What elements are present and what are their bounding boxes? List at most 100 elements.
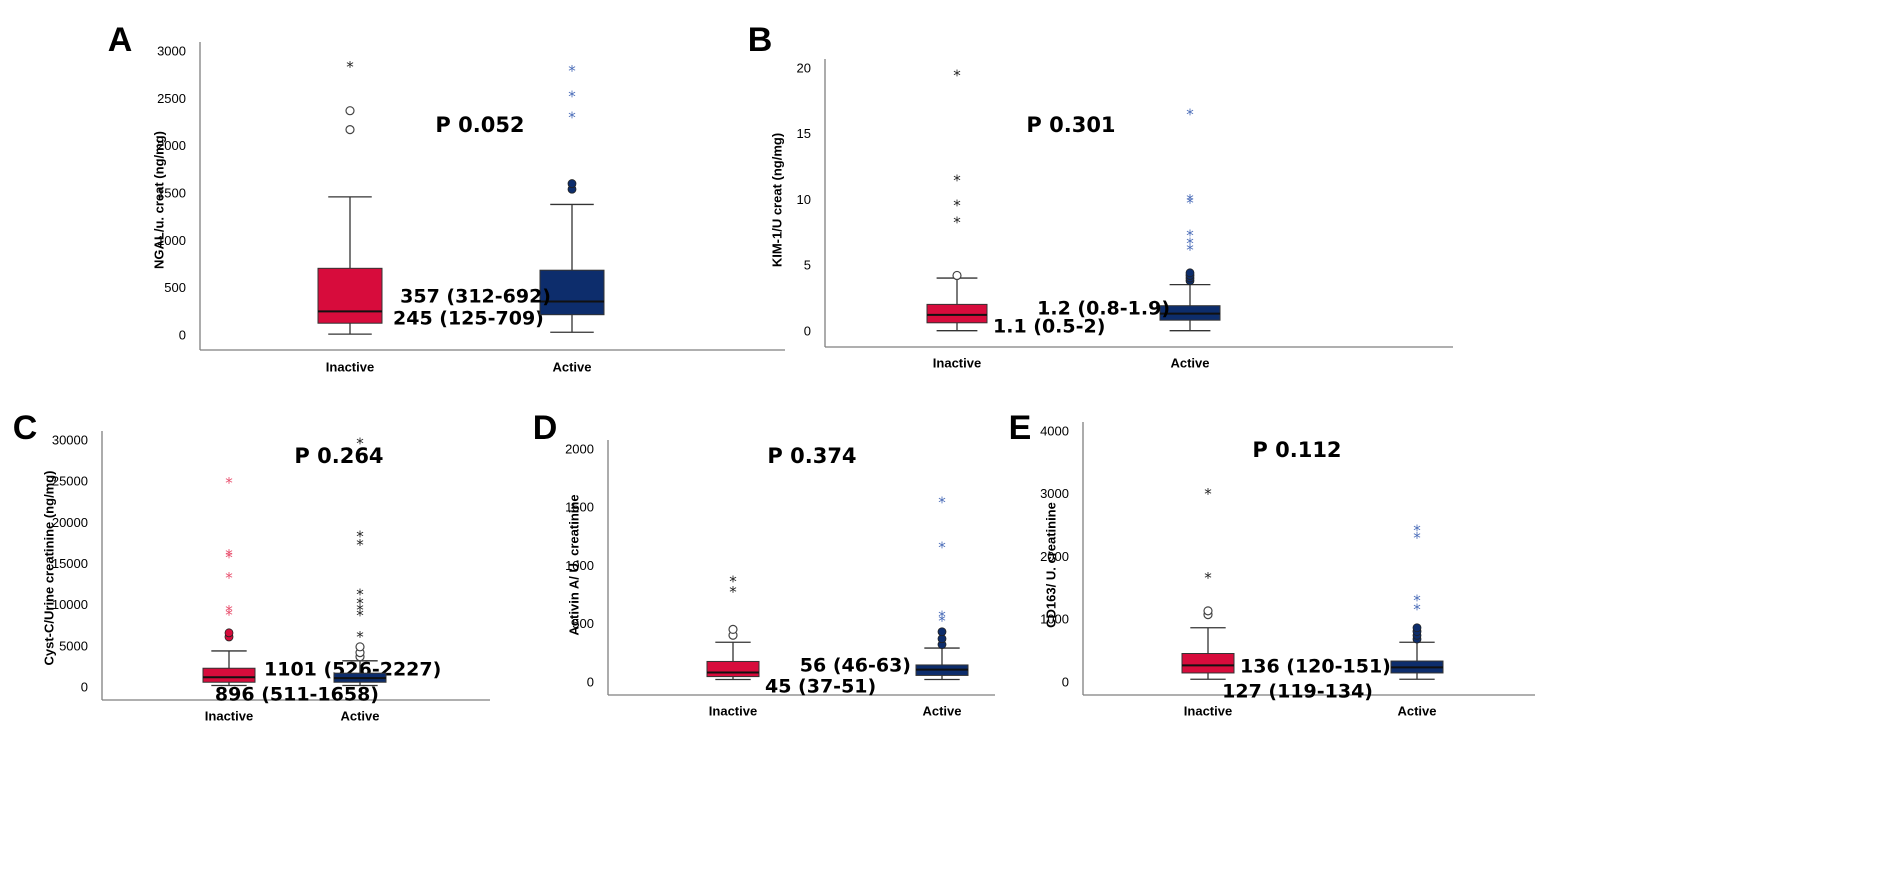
outlier-dot: [937, 627, 947, 637]
y-tick-label: 0: [587, 674, 594, 689]
iqr-box: [926, 303, 988, 324]
y-tick-label: 2000: [565, 441, 594, 456]
outlier-star: *: [568, 88, 576, 106]
iqr-box: [706, 660, 760, 678]
y-tick-label: 5: [804, 258, 811, 273]
y-tick-label: 0: [81, 679, 88, 694]
outlier-star: *: [225, 606, 233, 624]
outlier-dot: [567, 179, 577, 188]
panel-label: C: [13, 409, 38, 447]
p-value-label: P 0.052: [435, 113, 524, 137]
outlier-star: *: [1204, 569, 1212, 587]
y-axis-label: KIM-1/U creat (ng/mg): [769, 133, 784, 267]
y-tick-label: 25000: [52, 474, 88, 489]
x-category-label: Active: [552, 359, 591, 374]
panel-d: D 0 500 1000 1500 2000 Activin A/ U. creatinin…: [533, 409, 995, 718]
y-tick-label: 1000: [157, 233, 186, 248]
outlier-star: *: [225, 569, 233, 587]
outlier-dot: [1185, 268, 1195, 278]
panel-e: E 0 1000 2000 3000 4000 CD163/ U. creatinine In…: [1009, 409, 1535, 718]
outlier-star: *: [356, 628, 364, 646]
median-iqr-annotation: 896 (511-1658): [215, 684, 379, 706]
box-inactive: ****1.1 (0.5-2): [926, 66, 1105, 338]
x-category-label: Active: [1170, 355, 1209, 370]
box-active: * * * 357 (312-692): [400, 62, 605, 333]
outlier-circle: [355, 642, 365, 652]
outlier-star: *: [729, 583, 737, 601]
outlier-circle: [728, 624, 738, 635]
outlier-star: *: [1186, 227, 1194, 245]
outlier-star: *: [356, 536, 364, 554]
median-iqr-annotation: 56 (46-63): [800, 655, 911, 677]
panel-b: B 0 5 10 15 20 KIM-1/U creat (ng/mg) Inactive Ac…: [748, 21, 1453, 370]
y-tick-label: 15000: [52, 556, 88, 571]
x-category-label: Inactive: [933, 355, 981, 370]
y-tick-label: 1000: [1040, 612, 1069, 627]
outlier-star: *: [1413, 529, 1421, 547]
panel-label: A: [108, 21, 133, 59]
box-inactive: ******1101 (526-2227): [202, 474, 441, 687]
outlier-star: *: [1186, 191, 1194, 209]
outlier-star: *: [938, 539, 946, 557]
outlier-star: *: [1186, 106, 1194, 124]
outlier-star: *: [568, 108, 576, 126]
y-tick-label: 1500: [565, 500, 594, 515]
outlier-star: *: [356, 528, 364, 546]
y-tick-label: 500: [164, 280, 186, 295]
y-tick-label: 2000: [1040, 549, 1069, 564]
outlier-star: *: [1186, 194, 1194, 212]
median-iqr-annotation: 357 (312-692): [400, 286, 551, 308]
outlier-star: *: [225, 602, 233, 620]
y-tick-label: 3000: [1040, 486, 1069, 501]
outlier-star: *: [225, 548, 233, 566]
outlier-star: *: [1204, 485, 1212, 503]
panel-label: D: [533, 409, 558, 447]
outlier-dot: [1412, 623, 1422, 633]
outlier-star: *: [1413, 592, 1421, 610]
outlier-star: *: [346, 58, 354, 76]
outlier-star: *: [356, 435, 364, 453]
median-iqr-annotation: 1101 (526-2227): [264, 659, 441, 681]
outlier-circle: [952, 270, 962, 281]
box-active: ********896 (511-1658): [215, 435, 387, 706]
outlier-star: *: [568, 62, 576, 80]
outlier-star: *: [1413, 521, 1421, 539]
y-tick-label: 500: [572, 616, 594, 631]
p-value-label: P 0.374: [767, 444, 856, 468]
iqr-box: [1181, 653, 1235, 674]
outlier-circle: [1203, 606, 1213, 616]
box-inactive: ** 45 (37-51): [706, 572, 876, 698]
outlier-star: *: [1413, 600, 1421, 618]
outlier-star: *: [356, 585, 364, 603]
outlier-star: *: [938, 612, 946, 630]
y-tick-label: 0: [179, 327, 186, 342]
outlier-star: *: [356, 594, 364, 612]
outlier-star: *: [729, 572, 737, 590]
p-value-label: P 0.301: [1026, 113, 1115, 137]
y-axis-label: CD163/ U. creatinine: [1043, 502, 1058, 628]
x-category-label: Inactive: [326, 359, 374, 374]
outlier-star: *: [953, 196, 961, 214]
median-iqr-annotation: 1.1 (0.5-2): [993, 316, 1105, 338]
p-value-label: P 0.264: [294, 444, 383, 468]
y-axis-label: Cyst-C/Urine creatinine (ng/mg): [41, 470, 56, 665]
panel-label: B: [748, 21, 773, 59]
y-tick-label: 2500: [157, 91, 186, 106]
y-tick-label: 10000: [52, 597, 88, 612]
x-category-label: Inactive: [709, 703, 757, 718]
outlier-circle: [345, 125, 355, 135]
panel-a: A 0 500 1000 1500 2000 2500 3000 NGAL/u. creat (…: [108, 21, 785, 374]
outlier-star: *: [225, 546, 233, 564]
y-tick-label: 15: [797, 126, 811, 141]
x-category-label: Active: [922, 703, 961, 718]
median-iqr-annotation: 245 (125-709): [393, 308, 544, 330]
panel-c: C 0 5000 10000 15000 20000 25000 30000 Cyst-C/Ur…: [13, 409, 490, 723]
median-iqr-annotation: 136 (120-151): [1240, 656, 1391, 678]
outlier-dot: [224, 628, 234, 638]
x-category-label: Inactive: [1184, 703, 1232, 718]
y-tick-label: 1000: [565, 558, 594, 573]
y-tick-label: 20: [797, 60, 811, 75]
box-active: ******1.2 (0.8-1.9): [1037, 106, 1221, 332]
panel-label: E: [1009, 409, 1032, 447]
